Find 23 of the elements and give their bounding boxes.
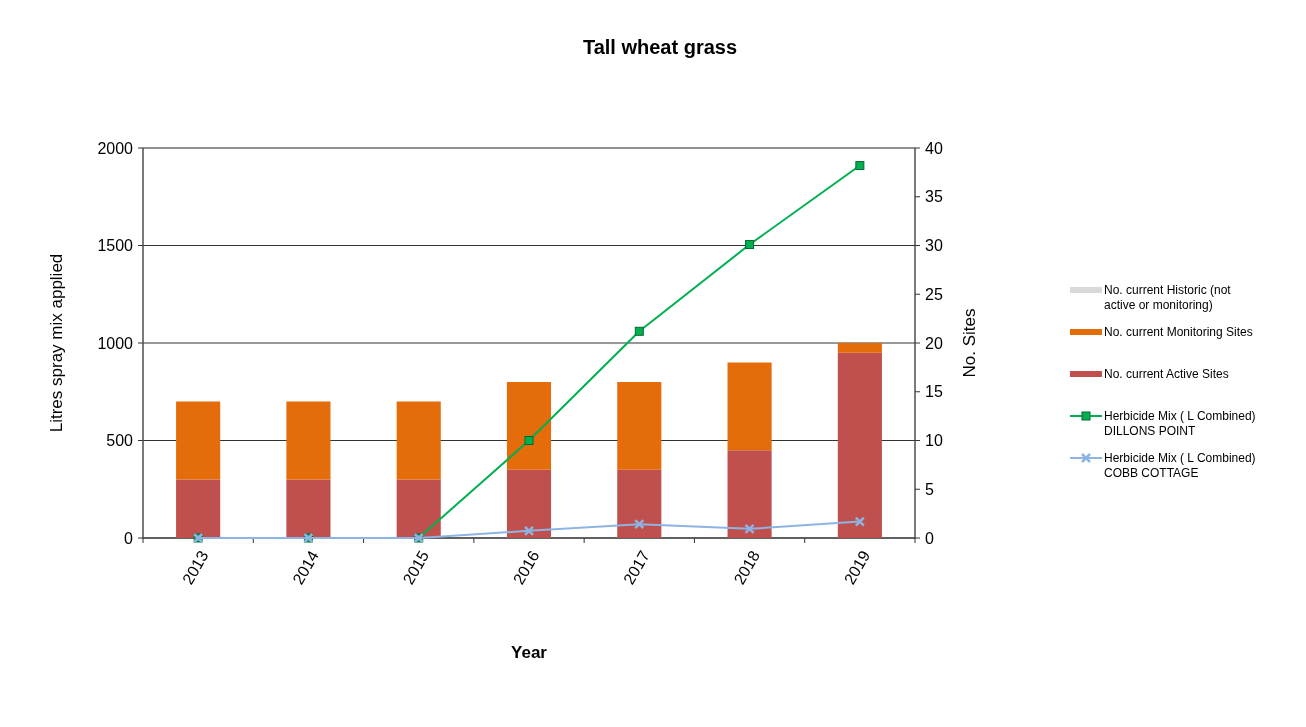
y-tick-label: 1500	[97, 237, 134, 255]
legend-label: No. current Monitoring Sites	[1104, 325, 1253, 340]
legend-label: Herbicide Mix ( L Combined) COBB COTTAGE	[1104, 451, 1256, 480]
y2-tick-label: 0	[925, 529, 934, 547]
y2-tick-label: 20	[925, 334, 943, 352]
y2-tick-label: 40	[925, 139, 943, 157]
legend-label: No. current Active Sites	[1104, 367, 1229, 382]
y-tick-label: 2000	[97, 139, 134, 157]
y2-tick-label: 30	[925, 237, 943, 255]
legend-label: No. current Historic (not active or monitoring)	[1104, 283, 1232, 312]
y-tick-label: 1000	[97, 334, 134, 352]
y2-axis-title: No. Sites	[960, 308, 979, 378]
legend-label: Herbicide Mix ( L Combined) DILLONS POINT	[1104, 409, 1256, 438]
y2-tick-label: 15	[925, 383, 943, 401]
y-tick-label: 500	[106, 432, 134, 450]
chart-title: Tall wheat grass	[582, 36, 738, 58]
y-tick-label: 0	[124, 529, 134, 547]
y2-tick-label: 25	[925, 285, 943, 303]
y2-tick-label: 5	[925, 480, 934, 498]
y2-tick-label: 35	[925, 188, 943, 206]
y-axis-title: Litres spray mix applied	[47, 253, 66, 433]
x-axis-title: Year	[511, 643, 548, 662]
y2-tick-label: 10	[925, 432, 943, 450]
